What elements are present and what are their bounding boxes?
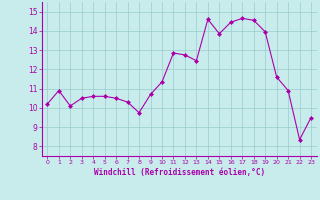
X-axis label: Windchill (Refroidissement éolien,°C): Windchill (Refroidissement éolien,°C) [94,168,265,177]
